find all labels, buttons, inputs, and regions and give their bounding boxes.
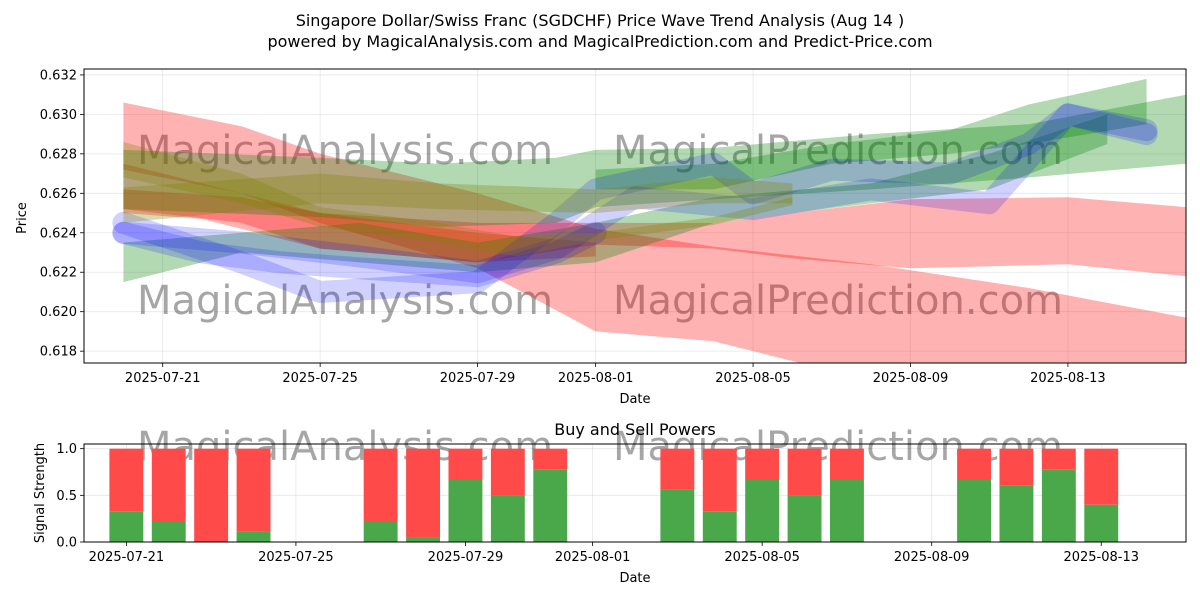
signal-bars	[109, 448, 1119, 542]
buy-power-bar	[448, 479, 483, 542]
sell-power-bar	[830, 448, 864, 480]
sell-power-bar	[406, 448, 440, 538]
buy-power-bar	[236, 531, 271, 542]
signal-panel-title: Buy and Sell Powers	[554, 420, 716, 439]
sell-power-bar	[1084, 448, 1119, 505]
signal-x-tick-label: 2025-08-05	[724, 550, 800, 565]
price-y-tick-label: 0.626	[40, 187, 77, 202]
price-wave-blue	[112, 221, 607, 288]
signal-x-tick-label: 2025-07-21	[89, 550, 165, 565]
price-y-tick-label: 0.624	[40, 226, 77, 241]
price-wave-blue	[112, 103, 1158, 284]
price-y-tick-label: 0.632	[40, 68, 77, 83]
signal-x-tick-label: 2025-08-09	[894, 550, 970, 565]
price-watermarks: MagicalAnalysis.com MagicalPrediction.co…	[137, 128, 1063, 324]
price-band-red	[123, 163, 596, 263]
sell-power-bar	[448, 448, 483, 480]
chart-title: Singapore Dollar/Swiss Franc (SGDCHF) Pr…	[296, 11, 905, 30]
signal-x-axis-label: Date	[619, 571, 650, 586]
price-x-axis-label: Date	[619, 392, 650, 407]
price-wave-blue	[112, 103, 1158, 303]
price-band-green	[123, 94, 1186, 227]
buy-power-bar	[151, 521, 186, 542]
sell-power-bar	[957, 448, 991, 480]
price-x-tick-label: 2025-08-09	[873, 371, 949, 386]
price-y-ticks: 0.618 0.620 0.622 0.624 0.626 0.628 0.630 0.632	[40, 68, 84, 360]
buy-power-bar	[1041, 469, 1076, 542]
buy-power-bar	[406, 537, 440, 542]
sell-power-bar	[660, 448, 695, 490]
signal-y-tick-label: 0.5	[56, 489, 77, 504]
buy-power-bar	[363, 521, 398, 542]
sell-power-bar	[109, 448, 144, 512]
buy-power-bar	[787, 495, 822, 542]
signal-x-tick-label: 2025-07-29	[428, 550, 504, 565]
signal-panel: Buy and Sell Powers MagicalAnalysis.com …	[33, 420, 1187, 586]
price-bands	[112, 78, 1186, 363]
signal-plot-frame	[83, 443, 1187, 543]
price-x-tick-label: 2025-08-01	[558, 371, 634, 386]
sell-power-bar	[194, 448, 229, 542]
sell-power-bar	[533, 448, 568, 470]
signal-y-ticks: 0.0 0.5 1.0	[56, 442, 84, 551]
signal-y-axis-label: Signal Strength	[33, 443, 48, 543]
price-y-tick-label: 0.630	[40, 108, 77, 123]
sell-power-bar	[702, 448, 737, 512]
chart-subtitle: powered by MagicalAnalysis.com and Magic…	[267, 32, 932, 51]
price-y-axis-label: Price	[15, 202, 30, 234]
sell-power-bar	[236, 448, 271, 532]
price-x-tick-label: 2025-08-13	[1030, 371, 1106, 386]
price-band-green	[123, 114, 1108, 283]
sell-power-bar	[745, 448, 780, 480]
price-x-tick-label: 2025-07-21	[125, 371, 201, 386]
sell-power-bar	[787, 448, 822, 496]
price-grid	[84, 69, 1186, 363]
price-x-tick-label: 2025-08-05	[715, 371, 791, 386]
price-x-tick-label: 2025-07-25	[282, 371, 358, 386]
buy-power-bar	[745, 479, 780, 542]
price-y-tick-label: 0.628	[40, 147, 77, 162]
price-band-olive	[123, 173, 793, 223]
sell-power-bar	[490, 448, 525, 496]
price-band-red	[123, 189, 1186, 277]
buy-power-bar	[999, 485, 1034, 542]
signal-x-tick-label: 2025-08-13	[1063, 550, 1139, 565]
buy-power-bar	[533, 469, 568, 542]
signal-watermarks: MagicalAnalysis.com MagicalPrediction.co…	[137, 424, 1063, 470]
price-y-tick-label: 0.618	[40, 345, 77, 360]
signal-y-tick-label: 0.0	[56, 536, 77, 551]
buy-power-bar	[490, 495, 525, 542]
sell-power-bar	[1041, 448, 1076, 470]
buy-power-bar	[660, 489, 695, 542]
watermark-analysis-upper: MagicalAnalysis.com	[137, 128, 553, 174]
price-band-red	[123, 102, 1186, 363]
price-y-tick-label: 0.622	[40, 266, 77, 281]
price-y-tick-label: 0.620	[40, 305, 77, 320]
buy-power-bar	[957, 479, 991, 542]
watermark-prediction-lower: MagicalPrediction.com	[613, 278, 1063, 324]
price-band-olive	[123, 142, 793, 257]
price-panel: MagicalAnalysis.com MagicalPrediction.co…	[15, 68, 1187, 407]
price-plot-frame	[83, 68, 1187, 364]
sell-power-bar	[151, 448, 186, 522]
signal-x-tick-label: 2025-07-25	[258, 550, 334, 565]
buy-power-bar	[830, 479, 864, 542]
signal-y-tick-label: 1.0	[56, 442, 77, 457]
watermark-prediction-upper: MagicalPrediction.com	[613, 128, 1063, 174]
price-band-green	[595, 78, 1147, 190]
signal-x-tick-label: 2025-08-01	[555, 550, 631, 565]
sell-power-bar	[363, 448, 398, 522]
buy-power-bar	[1084, 504, 1119, 542]
signal-x-ticks: 2025-07-21 2025-07-25 2025-07-29 2025-08-01…	[89, 542, 1139, 565]
watermark-analysis-lower: MagicalAnalysis.com	[137, 278, 553, 324]
buy-power-bar	[702, 511, 737, 542]
price-x-ticks: 2025-07-21 2025-07-25 2025-07-29 2025-08-01…	[125, 363, 1106, 386]
price-x-tick-label: 2025-07-29	[440, 371, 516, 386]
buy-power-bar	[109, 511, 144, 542]
sell-power-bar	[999, 448, 1034, 486]
